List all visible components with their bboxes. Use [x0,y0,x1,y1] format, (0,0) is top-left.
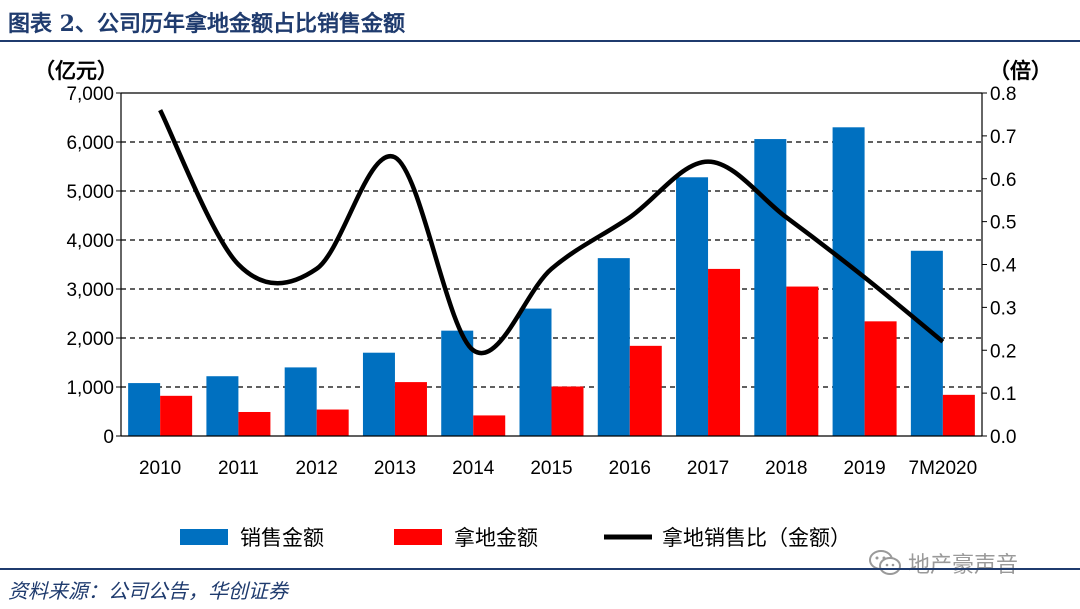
x-tick-label: 2014 [452,458,495,479]
left-tick-label: 4,000 [66,231,114,252]
legend-label-land: 拿地金额 [454,526,538,550]
right-tick-label: 0.0 [990,427,1016,448]
legend-swatch-sales [180,529,228,545]
right-tick-label: 0.2 [990,341,1016,362]
sales-bar [754,139,787,436]
land-bar [708,268,741,436]
bars [128,127,975,437]
x-tick-label: 2019 [843,458,885,479]
land-bar [394,382,427,436]
land-bar [629,345,662,436]
watermark-text: 地产豪声音 [908,553,1019,578]
sales-bar [206,376,239,436]
sales-bar [441,330,474,436]
sales-bar [128,383,161,436]
legend-swatch-land [394,529,442,545]
axes: 0 1,000 2,000 3,000 4,000 5,000 6,000 7,000 0.0 0… [66,84,1016,479]
x-tick-label: 2012 [296,458,338,479]
watermark: 地产豪声音 [868,548,1018,578]
land-bar [786,286,819,436]
x-tick-label: 2010 [139,458,181,479]
right-tick-label: 0.4 [990,256,1017,277]
sales-bar [910,250,943,436]
right-axis-unit: （倍） [989,59,1052,83]
land-bar [316,409,349,436]
land-bar [551,386,584,436]
figure-title: 图表 2、公司历年拿地金额占比销售金额 [8,11,405,37]
source-note: 资料来源：公司公告，华创证券 [8,579,288,603]
left-tick-label: 0 [103,427,114,448]
left-tick-label: 6,000 [66,133,114,154]
sales-bar [519,308,552,436]
ratio-line-layer [158,109,945,356]
sales-bar [832,127,865,437]
left-axis-unit: （亿元） [34,59,118,83]
right-tick-label: 0.5 [990,213,1016,234]
land-bar [942,394,975,436]
sales-bar [284,367,317,436]
legend-label-sales: 销售金额 [240,526,324,550]
sales-bar [676,177,709,436]
right-tick-label: 0.1 [990,384,1016,405]
land-bar [160,395,193,436]
combo-chart: 0 1,000 2,000 3,000 4,000 5,000 6,000 7,000 0.0 0… [34,59,1052,550]
land-bar [473,415,506,436]
x-tick-label: 2011 [218,458,259,479]
x-tick-label: 7M2020 [909,458,978,479]
right-tick-label: 0.6 [990,170,1016,191]
legend: 销售金额 拿地金额 拿地销售比（金额） [180,526,851,550]
left-tick-label: 7,000 [66,84,114,105]
left-tick-label: 3,000 [66,280,114,301]
x-tick-label: 2017 [687,458,729,479]
x-tick-label: 2018 [765,458,807,479]
sales-bar [362,352,395,436]
x-tick-label: 2016 [609,458,651,479]
x-tick-label: 2013 [374,458,416,479]
left-tick-label: 1,000 [66,378,114,399]
wechat-icon [869,550,901,575]
right-tick-label: 0.3 [990,298,1016,319]
legend-label-ratio: 拿地销售比（金额） [662,526,851,550]
left-tick-label: 2,000 [66,329,114,350]
sales-bar [597,258,630,436]
land-bar [864,321,897,436]
right-tick-label: 0.8 [990,84,1016,105]
title-rule [0,40,1080,42]
ratio-line [158,109,945,356]
land-bar [238,411,271,436]
left-tick-label: 5,000 [66,182,114,203]
source-rule [0,568,1080,570]
right-tick-label: 0.7 [990,127,1016,148]
x-tick-label: 2015 [530,458,572,479]
